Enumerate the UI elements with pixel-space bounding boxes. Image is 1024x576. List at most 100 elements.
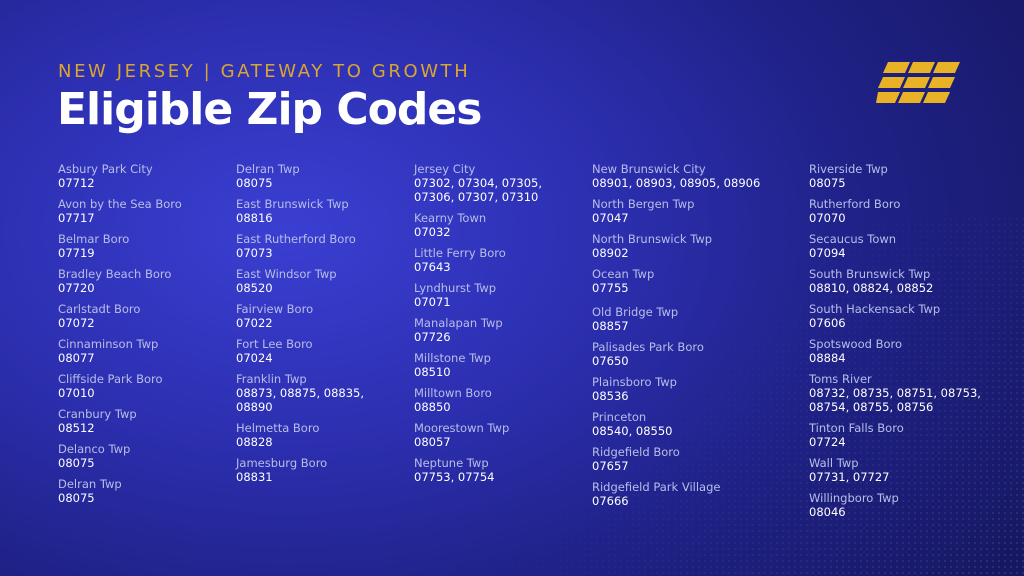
zip-code: 07047 bbox=[592, 211, 629, 225]
list-item: Asbury Park City 07712 bbox=[58, 162, 182, 190]
list-item: Delran Twp 08075 bbox=[236, 162, 364, 190]
zip-column-3: Jersey City 07302, 07304, 07305, 07306, 0… bbox=[414, 162, 542, 491]
list-item: Cranbury Twp 08512 bbox=[58, 407, 182, 435]
tagline: NEW JERSEY | GATEWAY TO GROWTH bbox=[58, 61, 471, 82]
zip-code: 07072 bbox=[58, 316, 95, 330]
list-item: Jamesburg Boro 08831 bbox=[236, 456, 364, 484]
zip-code: 08075 bbox=[809, 176, 846, 190]
town-name: Little Ferry Boro bbox=[414, 246, 506, 260]
list-item: Toms River 08732, 08735, 08751, 08753, 08… bbox=[809, 372, 981, 414]
town-name: Princeton bbox=[592, 410, 647, 424]
zip-code: 08810, 08824, 08852 bbox=[809, 281, 934, 295]
town-name: Neptune Twp bbox=[414, 456, 489, 470]
town-name: Lyndhurst Twp bbox=[414, 281, 497, 295]
town-name: Helmetta Boro bbox=[236, 421, 320, 435]
zip-code: 07022 bbox=[236, 316, 273, 330]
list-item: Delanco Twp 08075 bbox=[58, 442, 182, 470]
town-name: Riverside Twp bbox=[809, 162, 888, 176]
zip-code: 07032 bbox=[414, 225, 451, 239]
list-item: South Brunswick Twp 08810, 08824, 08852 bbox=[809, 267, 981, 295]
town-name: Cranbury Twp bbox=[58, 407, 137, 421]
zip-column-2: Delran Twp 08075 East Brunswick Twp 08816 … bbox=[236, 162, 364, 491]
zip-code: 07726 bbox=[414, 330, 451, 344]
zip-code: 07302, 07304, 07305, 07306, 07307, 07310 bbox=[414, 176, 543, 204]
zip-code: 08077 bbox=[58, 351, 95, 365]
town-name: Delran Twp bbox=[236, 162, 300, 176]
list-item: Kearny Town 07032 bbox=[414, 211, 542, 239]
list-item: Moorestown Twp 08057 bbox=[414, 421, 542, 449]
list-item: Willingboro Twp 08046 bbox=[809, 491, 981, 519]
zip-code: 08873, 08875, 08835, 08890 bbox=[236, 386, 365, 414]
town-name: South Brunswick Twp bbox=[809, 267, 931, 281]
zip-column-1: Asbury Park City 07712 Avon by the Sea Bo… bbox=[58, 162, 182, 512]
town-name: Palisades Park Boro bbox=[592, 340, 704, 354]
town-name: Franklin Twp bbox=[236, 372, 307, 386]
zip-code: 08828 bbox=[236, 435, 273, 449]
stacked-bars-logo-icon bbox=[876, 62, 960, 103]
zip-code: 07070 bbox=[809, 211, 846, 225]
list-item: Cinnaminson Twp 08077 bbox=[58, 337, 182, 365]
list-item: Tinton Falls Boro 07724 bbox=[809, 421, 981, 449]
list-item: Rutherford Boro 07070 bbox=[809, 197, 981, 225]
zip-code: 08816 bbox=[236, 211, 273, 225]
zip-code: 07719 bbox=[58, 246, 95, 260]
town-name: Tinton Falls Boro bbox=[809, 421, 904, 435]
town-name: Wall Twp bbox=[809, 456, 859, 470]
town-name: Toms River bbox=[809, 372, 872, 386]
list-item: Wall Twp 07731, 07727 bbox=[809, 456, 981, 484]
town-name: Millstone Twp bbox=[414, 351, 491, 365]
list-item: Spotswood Boro 08884 bbox=[809, 337, 981, 365]
list-item: Cliffside Park Boro 07010 bbox=[58, 372, 182, 400]
list-item: North Brunswick Twp 08902 bbox=[592, 232, 760, 260]
list-item: South Hackensack Twp 07606 bbox=[809, 302, 981, 330]
town-name: New Brunswick City bbox=[592, 162, 706, 176]
zip-code: 07643 bbox=[414, 260, 451, 274]
list-item: Jersey City 07302, 07304, 07305, 07306, 0… bbox=[414, 162, 542, 204]
list-item: New Brunswick City 08901, 08903, 08905, 0… bbox=[592, 162, 760, 190]
town-name: Manalapan Twp bbox=[414, 316, 503, 330]
zip-code: 07712 bbox=[58, 176, 95, 190]
zip-column-5: Riverside Twp 08075 Rutherford Boro 07070 … bbox=[809, 162, 981, 527]
list-item: Franklin Twp 08873, 08875, 08835, 08890 bbox=[236, 372, 364, 414]
town-name: Ocean Twp bbox=[592, 267, 655, 281]
zip-code: 07071 bbox=[414, 295, 451, 309]
zip-code: 07073 bbox=[236, 246, 273, 260]
list-item: Princeton 08540, 08550 bbox=[592, 410, 760, 438]
list-item: Millstone Twp 08510 bbox=[414, 351, 542, 379]
list-item: Neptune Twp 07753, 07754 bbox=[414, 456, 542, 484]
zip-code: 08057 bbox=[414, 435, 451, 449]
town-name: Kearny Town bbox=[414, 211, 487, 225]
town-name: Ridgefield Park Village bbox=[592, 480, 721, 494]
town-name: Willingboro Twp bbox=[809, 491, 899, 505]
zip-code: 08884 bbox=[809, 351, 846, 365]
list-item: East Windsor Twp 08520 bbox=[236, 267, 364, 295]
zip-code: 08046 bbox=[809, 505, 846, 519]
town-name: Secaucus Town bbox=[809, 232, 897, 246]
town-name: Jersey City bbox=[414, 162, 476, 176]
zip-code: 08902 bbox=[592, 246, 629, 260]
list-item: Belmar Boro 07719 bbox=[58, 232, 182, 260]
list-item: Delran Twp 08075 bbox=[58, 477, 182, 505]
list-item: Little Ferry Boro 07643 bbox=[414, 246, 542, 274]
list-item: Fairview Boro 07022 bbox=[236, 302, 364, 330]
list-item: Ocean Twp 07755 bbox=[592, 267, 760, 295]
list-item: Lyndhurst Twp 07071 bbox=[414, 281, 542, 309]
town-name: Moorestown Twp bbox=[414, 421, 510, 435]
zip-code: 07024 bbox=[236, 351, 273, 365]
town-name: Jamesburg Boro bbox=[236, 456, 328, 470]
list-item: Secaucus Town 07094 bbox=[809, 232, 981, 260]
town-name: East Brunswick Twp bbox=[236, 197, 349, 211]
zip-code: 07606 bbox=[809, 316, 846, 330]
town-name: East Windsor Twp bbox=[236, 267, 337, 281]
town-name: Cliffside Park Boro bbox=[58, 372, 163, 386]
town-name: Delran Twp bbox=[58, 477, 122, 491]
list-item: Bradley Beach Boro 07720 bbox=[58, 267, 182, 295]
list-item: Old Bridge Twp 08857 bbox=[592, 305, 760, 333]
zip-code: 07094 bbox=[809, 246, 846, 260]
list-item: Avon by the Sea Boro 07717 bbox=[58, 197, 182, 225]
list-item: Milltown Boro 08850 bbox=[414, 386, 542, 414]
list-item: Plainsboro Twp 08536 bbox=[592, 375, 760, 403]
zip-code: 07666 bbox=[592, 494, 629, 508]
list-item: Fort Lee Boro 07024 bbox=[236, 337, 364, 365]
